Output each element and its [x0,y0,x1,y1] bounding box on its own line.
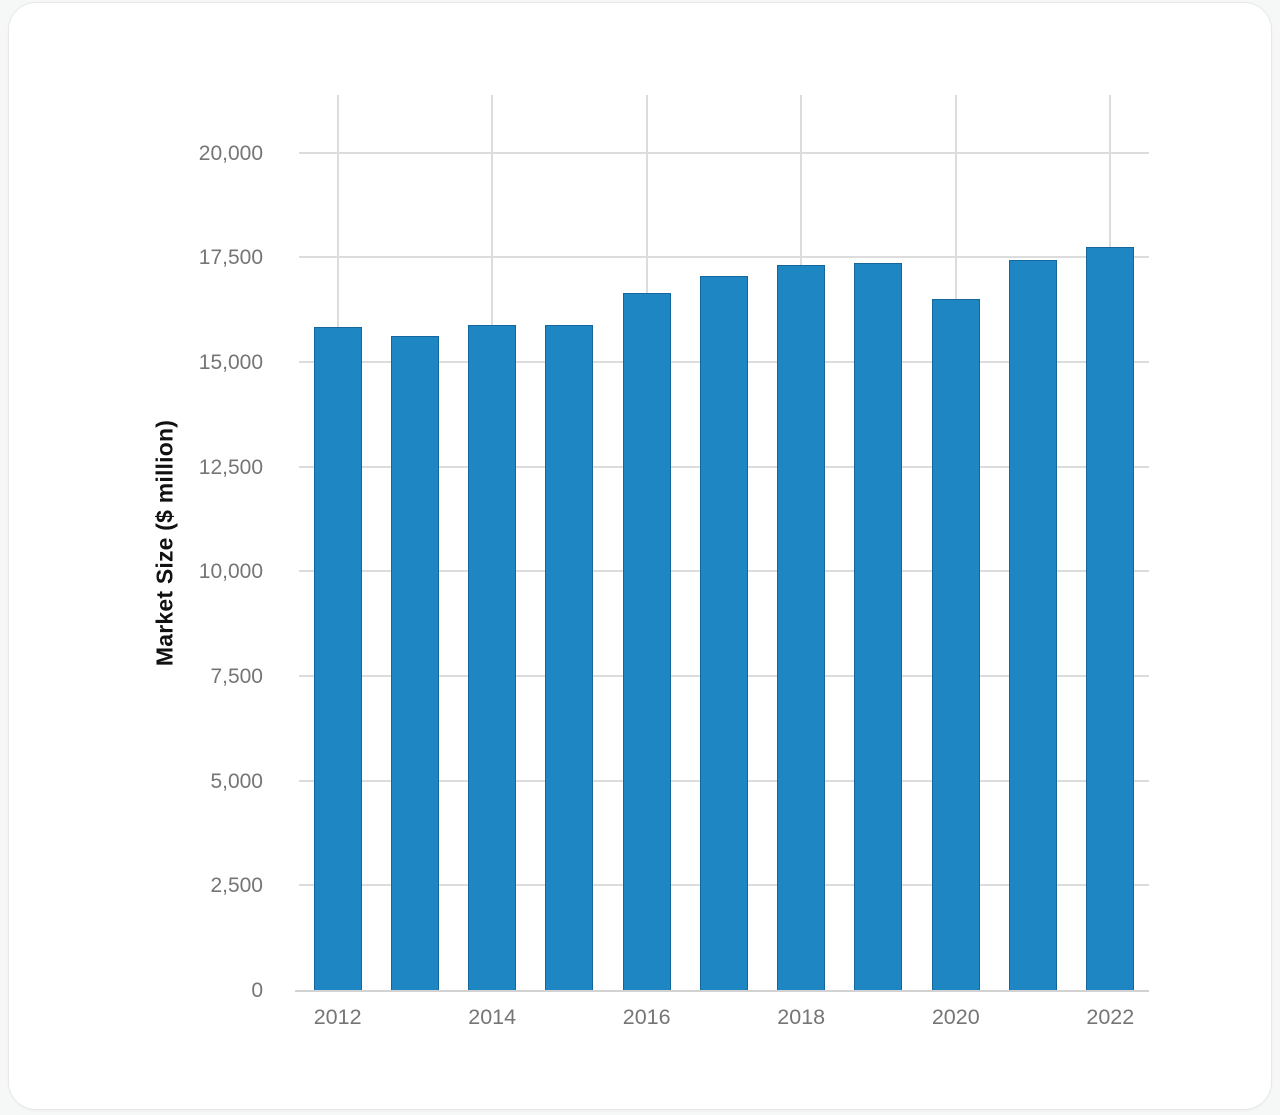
y-tick-mark [299,256,312,259]
x-tick-slot: 2018 [763,1001,840,1035]
bar-2020 [931,298,980,991]
x-tick-label: 2012 [313,1005,362,1029]
x-axis-tick-labels: 2012 2014 2016 2018 2020 2022 [299,1001,1149,1035]
x-tick-slot: 2012 [299,1001,376,1035]
bar-slot [763,95,840,991]
bar-2012 [313,327,362,991]
y-axis-tick-labels: 0 2,500 5,000 7,500 10,000 12,500 15,000 17,500… [129,95,281,1001]
y-tick-mark [299,884,312,887]
y-tick-label: 12,500 [198,455,263,479]
x-tick-slot-empty [685,1001,762,1035]
y-tick-label: 7,500 [210,664,263,688]
y-tick-label: 5,000 [210,769,263,793]
x-tick-slot: 2014 [454,1001,531,1035]
y-tick-label: 0 [251,979,263,1002]
chart-card: Market Size ($ million) 0 2,500 5,000 7,500… [8,2,1272,1110]
x-tick-label: 2018 [777,1005,826,1029]
y-tick-label: 15,000 [198,350,263,374]
y-tick-mark [299,360,312,363]
x-tick-slot: 2020 [917,1001,994,1035]
y-tick-label: 2,500 [210,874,263,898]
x-axis-line [295,990,1149,992]
x-tick-slot-empty [531,1001,608,1035]
bar-2018 [777,265,826,991]
y-tick-mark [299,151,312,154]
y-tick-label: 17,500 [198,246,263,270]
x-tick-label: 2022 [1086,1005,1135,1029]
bar-slot [531,95,608,991]
y-tick-label: 20,000 [198,141,263,165]
bar-slot [1072,95,1149,991]
bar-2013 [390,335,439,991]
x-tick-label: 2016 [622,1005,671,1029]
x-tick-label: 2014 [468,1005,517,1029]
bar-2022 [1086,247,1135,991]
y-tick-mark [299,570,312,573]
x-tick-slot-empty [994,1001,1071,1035]
bar-slot [994,95,1071,991]
horizontal-gridline [299,256,1149,259]
bar-series [299,95,1149,991]
y-tick-mark [299,779,312,782]
bar-2014 [468,325,517,991]
bar-2016 [622,292,671,991]
bar-slot [608,95,685,991]
bar-slot [376,95,453,991]
bar-slot [685,95,762,991]
y-tick-mark [299,465,312,468]
x-tick-slot: 2022 [1072,1001,1149,1035]
bar-slot [840,95,917,991]
bar-2019 [854,263,903,991]
x-tick-slot-empty [840,1001,917,1035]
bar-2021 [1009,259,1058,991]
bar-slot [299,95,376,991]
x-tick-slot: 2016 [608,1001,685,1035]
bar-2017 [699,276,748,991]
bar-2015 [545,325,594,991]
x-tick-label: 2020 [931,1005,980,1029]
bar-slot [454,95,531,991]
x-tick-slot-empty [376,1001,453,1035]
y-tick-label: 10,000 [198,560,263,584]
plot-area [295,95,1149,992]
bar-slot [917,95,994,991]
horizontal-gridline [299,151,1149,154]
y-tick-mark [299,674,312,677]
